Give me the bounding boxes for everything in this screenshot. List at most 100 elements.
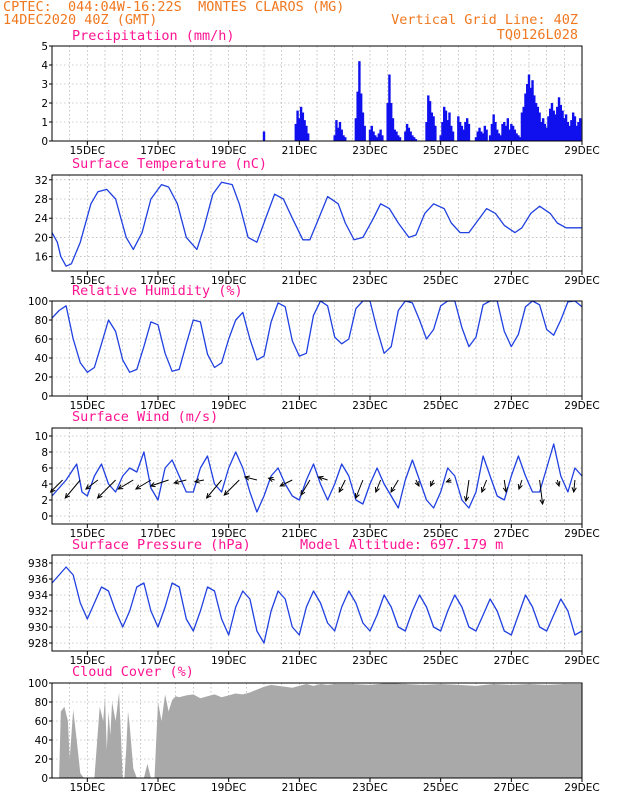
x-tick-label: 19DEC — [211, 145, 246, 157]
wind-arrow — [64, 479, 81, 499]
precip-bar — [379, 129, 382, 141]
precip-bar — [342, 135, 345, 141]
y-tick-label: 40 — [35, 353, 48, 365]
wind-arrow-head — [463, 496, 470, 503]
y-tick-label: 1 — [41, 117, 48, 129]
wind-arrow-head — [243, 475, 250, 481]
precip-bar — [508, 129, 511, 141]
pressure-frame — [51, 554, 583, 652]
y-tick-label: 24 — [35, 213, 49, 225]
wind-arrow — [481, 479, 488, 493]
y-tick-label: 2 — [41, 98, 48, 110]
precip-bar — [563, 118, 566, 141]
precip-bar — [299, 106, 303, 141]
precip-bar — [496, 129, 499, 141]
y-tick-label: 6 — [41, 463, 48, 475]
precip-bar — [566, 122, 570, 141]
x-tick-label: 15DEC — [70, 400, 105, 412]
y-tick-label: 20 — [35, 232, 48, 244]
precip-bar — [391, 118, 395, 141]
precip-bar — [430, 112, 434, 141]
y-tick-label: 5 — [41, 41, 48, 53]
wind-arrow-head — [149, 482, 156, 488]
x-tick-label: 29DEC — [564, 782, 599, 794]
precip-bar — [467, 123, 471, 141]
precip-bar — [499, 135, 502, 141]
x-tick-label: 25DEC — [423, 782, 458, 794]
pressure-panel: Surface Pressure (hPa) Model Altitude: 69… — [28, 537, 600, 667]
precip-bar — [554, 114, 557, 141]
precip-bar — [492, 114, 495, 141]
precip-bar — [483, 125, 487, 141]
wind-arrow-head — [502, 487, 509, 494]
precip-bar — [262, 131, 266, 141]
pressure-title: Surface Pressure (hPa) — [72, 537, 251, 553]
x-tick-label: 15DEC — [70, 655, 105, 667]
precip-bar — [441, 122, 444, 141]
wind-panel: Surface Wind (m/s) 0 2 4 6 8 10 15DEC 17DEC 19DEC… — [35, 409, 600, 540]
precip-bar — [446, 120, 449, 141]
precip-bar — [460, 125, 464, 141]
wind-arrow-head — [374, 486, 380, 494]
precip-bar — [490, 123, 494, 141]
x-tick-label: 23DEC — [352, 400, 387, 412]
precip-bar — [375, 137, 379, 141]
precip-bar — [381, 135, 384, 141]
precip-bar — [575, 125, 578, 141]
precip-bar — [294, 123, 297, 141]
precip-bar — [557, 97, 561, 141]
wind-arrow — [503, 479, 507, 493]
x-tick-label: 21DEC — [282, 275, 317, 287]
y-tick-label: 2 — [41, 495, 48, 507]
wind-arrow-head — [430, 480, 435, 488]
temperature-title: Surface Temperature (nC) — [72, 156, 267, 172]
precip-bar — [335, 120, 338, 141]
x-tick-label: 21DEC — [282, 782, 317, 794]
precip-bar — [305, 125, 308, 141]
header-line1: CPTEC: 044:04W-16:22S MONTES CLAROS (MG) — [3, 0, 345, 15]
pressure-line — [51, 566, 583, 644]
x-tick-label: 15DEC — [70, 782, 105, 794]
precip-bar — [407, 127, 411, 141]
x-tick-label: 19DEC — [211, 275, 246, 287]
precip-bar — [494, 122, 497, 141]
precip-bar — [503, 122, 506, 141]
y-tick-label: 32 — [35, 175, 48, 187]
x-tick-label: 23DEC — [352, 782, 387, 794]
x-tick-label: 15DEC — [70, 528, 105, 540]
precip-bar — [501, 123, 504, 141]
wind-arrow — [118, 479, 134, 490]
temperature-line — [51, 181, 582, 267]
precip-bar — [409, 131, 412, 141]
wind-arrow — [355, 479, 364, 499]
x-tick-label: 21DEC — [282, 528, 317, 540]
x-tick-label: 29DEC — [564, 655, 599, 667]
precip-bar — [338, 122, 342, 141]
y-tick-label: 20 — [35, 754, 48, 766]
y-tick-label: 10 — [35, 431, 48, 443]
precip-bar — [405, 123, 409, 141]
x-tick-label: 29DEC — [564, 145, 599, 157]
precip-bar — [363, 125, 366, 141]
precip-bar — [395, 131, 398, 141]
precip-bar — [533, 95, 536, 141]
wind-arrow-head — [205, 493, 212, 499]
wind-arrow-head — [414, 480, 420, 488]
precip-bar — [579, 118, 582, 141]
precip-bar — [414, 139, 418, 141]
precip-bar — [571, 112, 575, 141]
x-tick-label: 25DEC — [423, 655, 458, 667]
wind-arrow-head — [223, 490, 230, 496]
precip-bar — [529, 87, 532, 141]
x-tick-label: 27DEC — [494, 145, 529, 157]
x-tick-label: 15DEC — [70, 145, 105, 157]
precip-bar — [541, 118, 545, 141]
precip-bar — [545, 127, 548, 141]
wind-arrow — [390, 479, 399, 493]
x-tick-label: 27DEC — [494, 400, 529, 412]
precip-bar — [425, 122, 428, 141]
precip-bar — [481, 133, 485, 141]
x-tick-label: 23DEC — [352, 528, 387, 540]
precip-bar — [570, 120, 573, 141]
wind-arrow-head — [390, 486, 396, 493]
